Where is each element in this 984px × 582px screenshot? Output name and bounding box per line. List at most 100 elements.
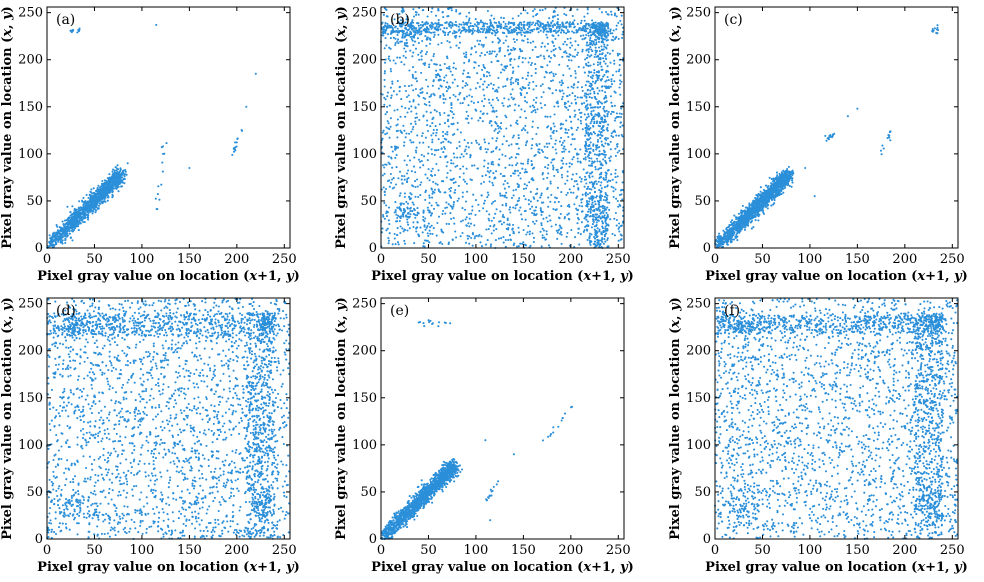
scatter-point	[559, 90, 562, 93]
scatter-point	[610, 134, 613, 137]
scatter-point	[476, 39, 479, 42]
scatter-point	[593, 228, 596, 231]
scatter-point	[458, 28, 461, 31]
scatter-point	[516, 169, 519, 172]
scatter-point	[398, 219, 401, 223]
scatter-point	[495, 115, 498, 118]
scatter-point	[106, 183, 109, 186]
scatter-point	[590, 205, 593, 209]
scatter-point	[114, 175, 118, 178]
scatter-point	[591, 201, 594, 204]
scatter-point	[447, 203, 450, 206]
scatter-point	[480, 245, 484, 248]
scatter-point	[495, 208, 498, 211]
scatter-point	[464, 241, 468, 244]
scatter-point	[576, 157, 579, 160]
scatter-point	[587, 128, 591, 131]
scatter-point	[486, 112, 489, 115]
scatter-point	[603, 137, 606, 140]
scatter-point	[485, 28, 488, 31]
scatter-point	[511, 31, 514, 34]
scatter-point	[426, 177, 429, 180]
scatter-point	[482, 105, 485, 108]
scatter-point	[457, 46, 460, 49]
scatter-point	[594, 233, 597, 236]
scatter-point	[123, 175, 126, 178]
scatter-point	[115, 169, 118, 172]
scatter-point	[450, 159, 453, 162]
scatter-point	[551, 19, 554, 22]
scatter-point	[553, 15, 556, 18]
scatter-point	[611, 32, 614, 35]
scatter-point	[584, 194, 587, 197]
scatter-point	[613, 104, 616, 107]
scatter-point	[503, 32, 506, 35]
scatter-point	[601, 164, 604, 167]
scatter-point	[609, 140, 612, 143]
scatter-point	[510, 83, 513, 86]
scatter-point	[488, 29, 491, 32]
scatter-point	[467, 104, 470, 107]
scatter-point	[491, 181, 494, 184]
scatter-point	[561, 25, 564, 28]
scatter-point	[589, 64, 592, 67]
scatter-point	[601, 237, 604, 240]
scatter-point	[534, 111, 537, 114]
scatter-point	[584, 143, 587, 146]
scatter-point	[518, 55, 521, 58]
scatter-point	[567, 128, 570, 132]
scatter-point	[395, 166, 398, 169]
scatter-point	[506, 217, 509, 220]
scatter-point	[387, 57, 390, 60]
scatter-point	[542, 30, 545, 33]
scatter-point	[410, 21, 413, 24]
scatter-point	[387, 127, 390, 130]
scatter-point	[461, 207, 464, 210]
scatter-point	[421, 24, 424, 27]
scatter-point	[425, 110, 428, 113]
scatter-point	[555, 89, 558, 92]
scatter-point	[414, 47, 418, 50]
scatter-point	[531, 137, 534, 140]
scatter-point	[595, 207, 598, 210]
scatter-point	[435, 234, 438, 237]
scatter-point	[487, 162, 490, 165]
scatter-point	[391, 29, 394, 33]
scatter-point	[520, 23, 523, 26]
scatter-point	[490, 232, 493, 235]
scatter-point	[467, 121, 470, 124]
scatter-point	[477, 235, 480, 238]
scatter-point	[603, 238, 606, 241]
scatter-point	[508, 104, 511, 107]
scatter-point	[590, 96, 593, 99]
scatter-point	[603, 114, 606, 117]
scatter-point	[430, 134, 433, 137]
scatter-point	[584, 134, 587, 137]
scatter-point	[493, 177, 496, 180]
scatter-point	[471, 164, 474, 167]
scatter-point	[425, 44, 428, 47]
scatter-point	[68, 216, 71, 219]
x-tick-label: 50	[86, 252, 103, 267]
scatter-point	[563, 145, 566, 148]
scatter-point	[595, 216, 598, 219]
scatter-point	[394, 43, 397, 47]
scatter-point	[458, 145, 461, 148]
scatter-point	[488, 121, 491, 125]
scatter-point	[428, 211, 431, 214]
scatter-point	[514, 156, 517, 159]
scatter-point	[424, 217, 427, 220]
scatter-point	[505, 140, 508, 143]
scatter-point	[381, 174, 384, 177]
scatter-point	[555, 130, 558, 133]
scatter-point	[566, 231, 569, 235]
scatter-point	[95, 202, 98, 205]
scatter-point	[418, 29, 421, 32]
scatter-point	[399, 217, 402, 220]
scatter-point	[466, 117, 469, 120]
scatter-point	[90, 209, 93, 212]
scatter-point	[557, 216, 561, 219]
scatter-point	[396, 216, 399, 220]
scatter-point	[575, 29, 578, 32]
